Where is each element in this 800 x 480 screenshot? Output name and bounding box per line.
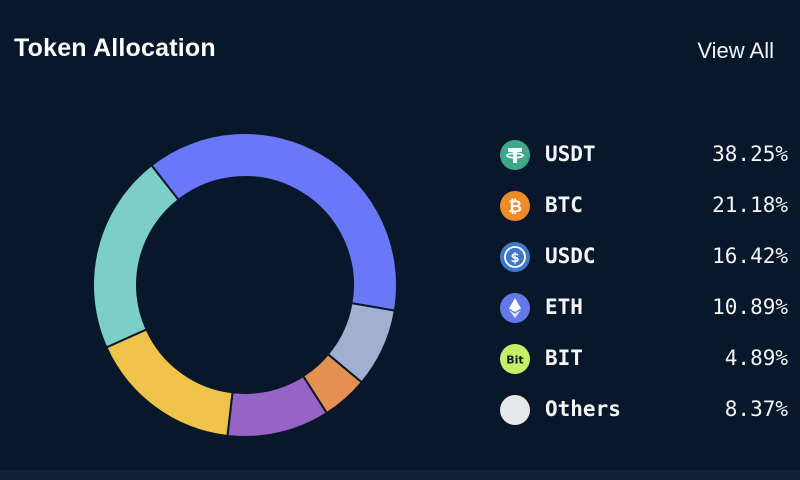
donut-segment-bit[interactable] [105,328,234,438]
legend-item-others[interactable]: Others 8.37% [498,389,790,440]
legend-label-bit: BIT [545,346,583,370]
legend-item-usdt[interactable]: USDT 38.25% [498,134,790,185]
allocation-legend: USDT 38.25% ₿ BTC 21.18% $ USDC 16.42% [498,134,790,440]
legend-label-usdt: USDT [545,142,596,166]
legend-item-eth[interactable]: ETH 10.89% [498,287,790,338]
svg-text:Bit: Bit [506,354,523,367]
token-allocation-card: Token Allocation View All USDT 38.25% ₿ … [14,34,790,440]
svg-text:$: $ [510,251,519,266]
legend-item-usdc[interactable]: $ USDC 16.42% [498,236,790,287]
bottom-divider [0,470,800,480]
legend-value-eth: 10.89% [712,295,788,319]
legend-item-bit[interactable]: Bit BIT 4.89% [498,338,790,389]
donut-segment-usdc[interactable] [92,163,180,349]
card-title: Token Allocation [14,34,216,62]
legend-value-btc: 21.18% [712,193,788,217]
view-all-link[interactable]: View All [697,38,774,63]
legend-value-others: 8.37% [724,397,788,421]
legend-value-bit: 4.89% [724,346,788,370]
legend-label-usdc: USDC [545,244,596,268]
legend-label-eth: ETH [545,295,583,319]
svg-text:₿: ₿ [508,197,522,217]
tether-icon [500,140,530,170]
legend-label-btc: BTC [545,193,583,217]
legend-label-others: Others [545,397,621,421]
legend-item-btc[interactable]: ₿ BTC 21.18% [498,185,790,236]
bit-icon: Bit [500,344,530,374]
circle-icon [500,395,530,425]
bitcoin-icon: ₿ [500,191,530,221]
donut-segment-usdt[interactable] [150,132,398,312]
legend-value-usdt: 38.25% [712,142,788,166]
legend-value-usdc: 16.42% [712,244,788,268]
usdc-icon: $ [500,242,530,272]
ethereum-icon [500,293,530,323]
allocation-donut-chart [92,132,398,438]
